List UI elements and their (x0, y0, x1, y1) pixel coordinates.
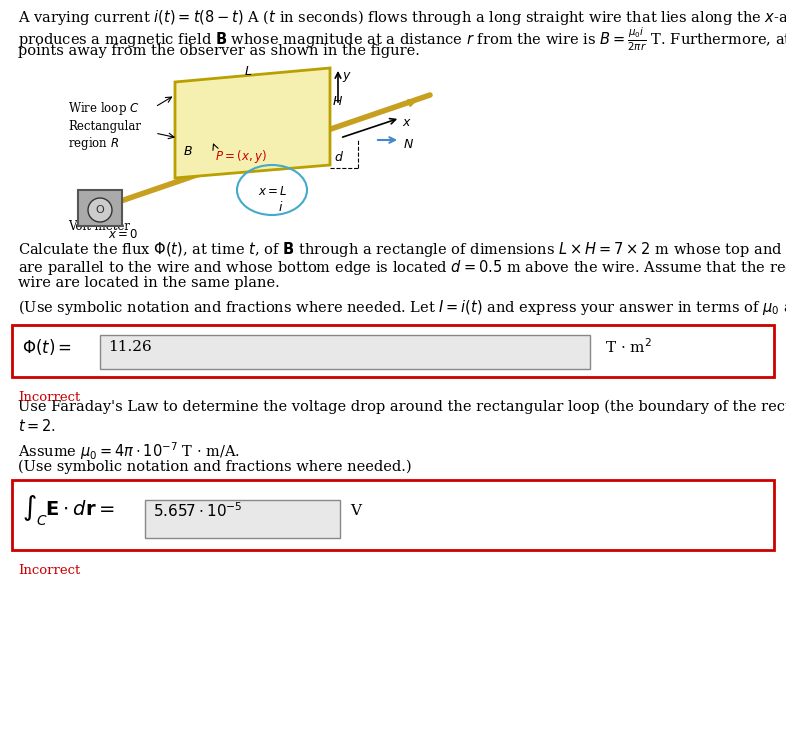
Circle shape (88, 198, 112, 222)
Text: are parallel to the wire and whose bottom edge is located $d = 0.5$ m above the : are parallel to the wire and whose botto… (18, 258, 786, 277)
Text: (Use symbolic notation and fractions where needed. Let $I = i(t)$ and express yo: (Use symbolic notation and fractions whe… (18, 298, 786, 317)
Text: $d$: $d$ (334, 150, 344, 164)
Text: Wire loop $C$: Wire loop $C$ (68, 100, 139, 117)
Text: $x$: $x$ (402, 116, 412, 129)
Text: Incorrect: Incorrect (18, 564, 80, 577)
Text: $\Phi(t) =$: $\Phi(t) =$ (22, 337, 72, 357)
Text: produces a magnetic field $\mathbf{B}$ whose magnitude at a distance $r$ from th: produces a magnetic field $\mathbf{B}$ w… (18, 26, 786, 54)
FancyBboxPatch shape (100, 335, 590, 369)
Text: $N$: $N$ (403, 138, 414, 151)
Text: T $\cdot$ m$^2$: T $\cdot$ m$^2$ (605, 337, 652, 356)
FancyBboxPatch shape (12, 480, 774, 550)
Text: $x = L$: $x = L$ (259, 185, 288, 198)
Text: $B$: $B$ (183, 145, 193, 158)
Text: points away from the observer as shown in the figure.: points away from the observer as shown i… (18, 44, 420, 58)
Text: $P = (x, y)$: $P = (x, y)$ (215, 148, 266, 165)
FancyBboxPatch shape (12, 325, 774, 377)
Text: $H$: $H$ (332, 95, 343, 108)
Text: $x = 0$: $x = 0$ (108, 228, 138, 241)
Text: A varying current $i(t) = t(8 - t)$ A ($t$ in seconds) flows through a long stra: A varying current $i(t) = t(8 - t)$ A ($… (18, 8, 786, 27)
Text: wire are located in the same plane.: wire are located in the same plane. (18, 276, 280, 290)
Text: 11.26: 11.26 (108, 340, 152, 354)
Text: O: O (96, 205, 105, 215)
Text: (Use symbolic notation and fractions where needed.): (Use symbolic notation and fractions whe… (18, 460, 412, 474)
Text: $y$: $y$ (342, 70, 352, 84)
Text: Assume $\mu_0 = 4\pi \cdot 10^{-7}$ T $\cdot$ m/A.: Assume $\mu_0 = 4\pi \cdot 10^{-7}$ T $\… (18, 440, 241, 462)
Text: $t = 2$.: $t = 2$. (18, 418, 57, 434)
Text: V: V (350, 504, 361, 518)
Text: $5.657 \cdot 10^{-5}$: $5.657 \cdot 10^{-5}$ (153, 502, 243, 520)
FancyBboxPatch shape (145, 500, 340, 538)
Text: Rectangular
region $R$: Rectangular region $R$ (68, 120, 141, 152)
Text: Calculate the flux $\Phi(t)$, at time $t$, of $\mathbf{B}$ through a rectangle o: Calculate the flux $\Phi(t)$, at time $t… (18, 240, 786, 259)
Text: Volt meter: Volt meter (68, 220, 130, 233)
Text: Incorrect: Incorrect (18, 391, 80, 404)
FancyBboxPatch shape (78, 190, 122, 226)
Text: Use Faraday's Law to determine the voltage drop around the rectangular loop (the: Use Faraday's Law to determine the volta… (18, 400, 786, 415)
Text: $i$: $i$ (278, 200, 284, 214)
Polygon shape (175, 68, 330, 178)
Text: $\int_C \mathbf{E} \cdot d\mathbf{r} =$: $\int_C \mathbf{E} \cdot d\mathbf{r} =$ (22, 494, 115, 528)
Text: $L$: $L$ (244, 65, 252, 78)
